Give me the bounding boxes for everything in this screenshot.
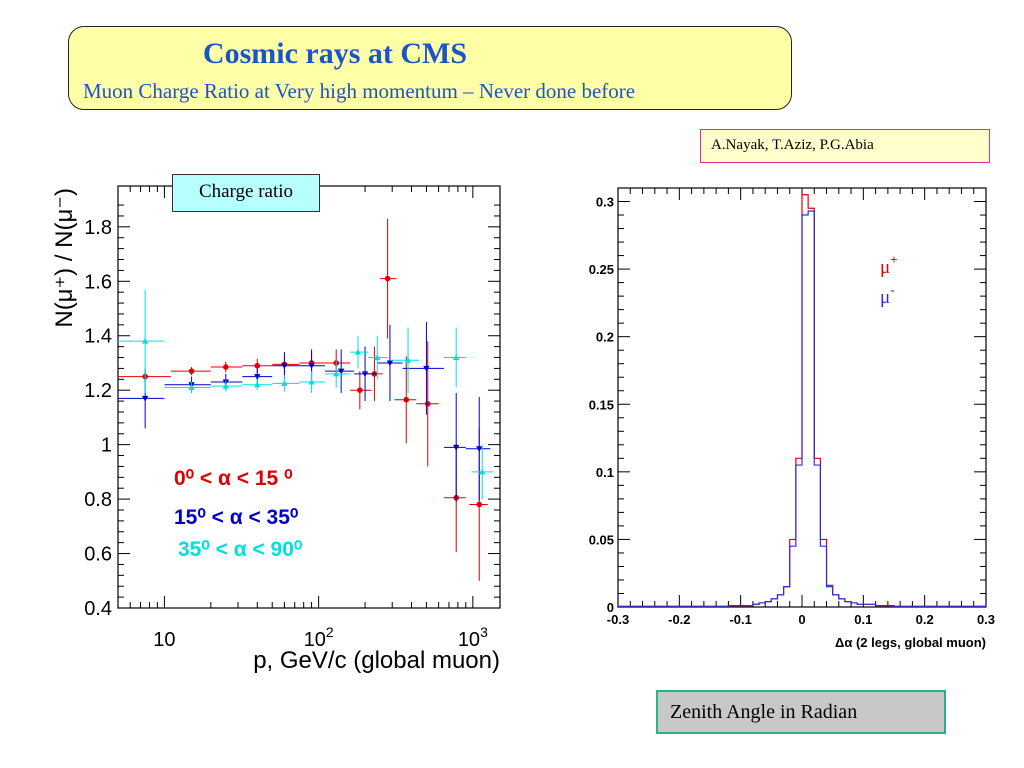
authors-box: A.Nayak, T.Aziz, P.G.Abia <box>700 129 990 163</box>
data-point <box>188 384 195 390</box>
data-point <box>254 381 261 388</box>
data-point <box>188 368 195 374</box>
x-tick-label: 10 <box>153 629 175 651</box>
y-tick-label: 0.3 <box>596 195 614 210</box>
y-axis-label: N(μ⁺) / N(μ⁻) <box>51 188 78 328</box>
y-tick-label: 0.4 <box>84 598 112 620</box>
data-point <box>476 501 483 508</box>
y-tick-label: 0.05 <box>589 532 614 547</box>
legend-entry: μ+ <box>880 252 898 278</box>
data-point <box>384 275 391 282</box>
y-tick-label: 0.15 <box>589 397 614 412</box>
data-point <box>479 468 486 475</box>
x-tick-label: -0.1 <box>729 612 751 627</box>
data-point <box>423 365 430 372</box>
x-tick-label: -0.3 <box>607 612 629 627</box>
y-tick-label: 1.2 <box>84 380 112 402</box>
slide-title: Cosmic rays at CMS <box>202 37 468 70</box>
data-point <box>354 348 362 355</box>
x-tick-label: 0 <box>798 612 805 627</box>
data-point <box>333 370 340 377</box>
x-tick-label: 0.3 <box>977 612 995 627</box>
y-tick-label: 0.6 <box>84 544 112 566</box>
data-point <box>403 396 410 403</box>
legend-entry: 35⁰ < α < 90⁰ <box>178 538 303 561</box>
legend-entry: 15⁰ < α < 35⁰ <box>174 506 299 529</box>
data-point <box>281 363 288 369</box>
title-box: Cosmic rays at CMS Muon Charge Ratio at … <box>68 26 792 110</box>
x-tick-label: 0.2 <box>916 612 934 627</box>
data-point <box>254 362 261 369</box>
legend-entry: μ- <box>880 282 895 308</box>
x-tick-label: 0.1 <box>854 612 872 627</box>
y-tick-label: 1.8 <box>84 217 112 239</box>
y-tick-label: 0.25 <box>589 262 614 277</box>
data-point <box>453 354 460 361</box>
data-point <box>476 446 483 452</box>
x-axis-label: Δα (2 legs, global muon) <box>835 635 986 650</box>
data-point <box>357 387 363 393</box>
data-point <box>222 364 229 370</box>
data-point <box>374 354 381 361</box>
data-point <box>281 380 288 386</box>
data-point <box>386 360 394 367</box>
data-point <box>222 382 229 389</box>
y-tick-label: 0.8 <box>84 489 112 511</box>
data-point <box>361 371 369 378</box>
y-tick-label: 1.6 <box>84 271 112 293</box>
y-tick-label: 0 <box>607 600 614 615</box>
y-tick-label: 1.4 <box>84 326 112 348</box>
data-point <box>141 337 149 344</box>
data-point <box>308 363 315 369</box>
data-point <box>404 357 412 363</box>
charge-ratio-label-box: Charge ratio <box>172 174 320 212</box>
zenith-angle-label-box: Zenith Angle in Radian <box>656 690 946 734</box>
y-tick-label: 0.1 <box>596 465 614 480</box>
data-point <box>254 374 261 380</box>
y-tick-label: 0.2 <box>596 330 614 345</box>
histogram-series <box>617 210 987 607</box>
data-point <box>453 444 460 451</box>
slide-subtitle: Muon Charge Ratio at Very high momentum … <box>83 79 636 103</box>
data-point <box>308 378 315 385</box>
legend-entry: 0⁰ < α < 15 ⁰ <box>174 467 293 490</box>
data-point <box>337 368 345 375</box>
x-axis-label: p, GeV/c (global muon) <box>253 647 500 674</box>
data-point <box>141 395 149 402</box>
x-tick-label: -0.2 <box>668 612 690 627</box>
y-tick-label: 1 <box>101 435 112 457</box>
